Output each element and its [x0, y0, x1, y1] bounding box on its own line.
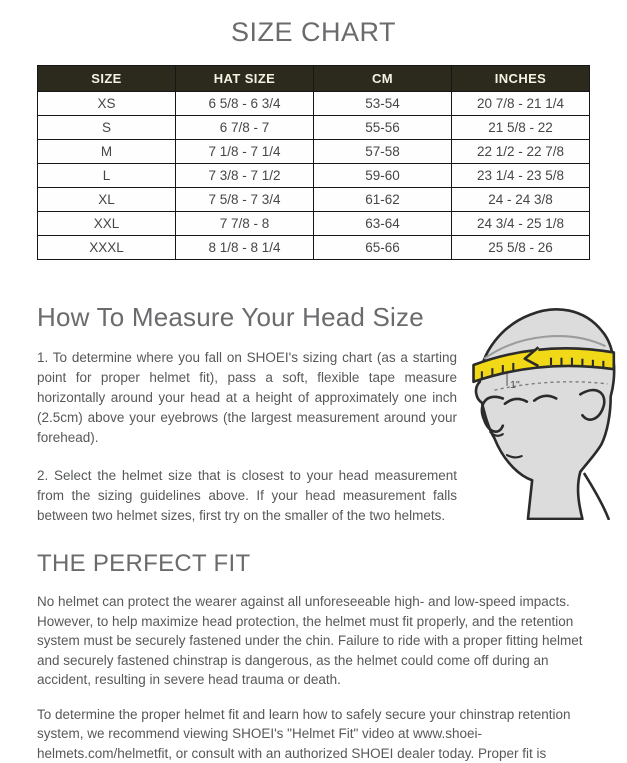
table-body: XS 6 5/8 - 6 3/4 53-54 20 7/8 - 21 1/4 S 6 7/…	[37, 91, 590, 260]
table-cell: 21 5/8 - 22	[451, 115, 590, 140]
table-cell: 23 1/4 - 23 5/8	[451, 163, 590, 188]
table-cell: 7 1/8 - 7 1/4	[175, 139, 314, 164]
column-header: INCHES	[451, 65, 590, 92]
table-cell: 63-64	[313, 211, 452, 236]
how-to-measure-section: How To Measure Your Head Size 1. To dete…	[37, 302, 616, 544]
table-cell: 7 5/8 - 7 3/4	[175, 187, 314, 212]
head-with-tape-measure-icon: 1"	[472, 308, 616, 521]
table-cell: 57-58	[313, 139, 452, 164]
fit-para-2: To determine the proper helmet fit and l…	[37, 706, 571, 761]
table-cell: S	[37, 115, 176, 140]
table-cell: 24 - 24 3/8	[451, 187, 590, 212]
table-cell: 22 1/2 - 22 7/8	[451, 139, 590, 164]
table-cell: M	[37, 139, 176, 164]
table-row: XXXL 8 1/8 - 8 1/4 65-66 25 5/8 - 26	[37, 235, 590, 260]
column-header: CM	[313, 65, 452, 92]
table-cell: 61-62	[313, 187, 452, 212]
measure-step-1: 1. To determine where you fall on SHOEI'…	[37, 350, 457, 445]
table-row: XL 7 5/8 - 7 3/4 61-62 24 - 24 3/8	[37, 187, 590, 212]
measure-step-2: 2. Select the helmet size that is closes…	[37, 468, 457, 523]
table-cell: 6 5/8 - 6 3/4	[175, 91, 314, 116]
table-cell: XXL	[37, 211, 176, 236]
table-cell: 8 1/8 - 8 1/4	[175, 235, 314, 260]
table-cell: XL	[37, 187, 176, 212]
measure-heading: How To Measure Your Head Size	[37, 302, 424, 332]
perfect-fit-heading: THE PERFECT FIT	[37, 550, 251, 577]
table-row: XS 6 5/8 - 6 3/4 53-54 20 7/8 - 21 1/4	[37, 91, 590, 116]
size-chart-table: SIZE HAT SIZE CM INCHES XS 6 5/8 - 6 3/4 53-5…	[37, 65, 590, 260]
table-cell: L	[37, 163, 176, 188]
table-cell: 25 5/8 - 26	[451, 235, 590, 260]
table-row: XXL 7 7/8 - 8 63-64 24 3/4 - 25 1/8	[37, 211, 590, 236]
table-cell: XS	[37, 91, 176, 116]
one-inch-label: 1"	[510, 380, 520, 391]
table-cell: 53-54	[313, 91, 452, 116]
table-header-row: SIZE HAT SIZE CM INCHES	[37, 65, 590, 92]
column-header: HAT SIZE	[175, 65, 314, 92]
table-cell: 7 3/8 - 7 1/2	[175, 163, 314, 188]
head-measurement-illustration: 1"	[467, 298, 627, 544]
table-cell: 6 7/8 - 7	[175, 115, 314, 140]
page-title: SIZE CHART	[230, 17, 397, 47]
table-cell: 65-66	[313, 235, 452, 260]
table-cell: 55-56	[313, 115, 452, 140]
table-cell: XXXL	[37, 235, 176, 260]
column-header: SIZE	[37, 65, 176, 92]
table-cell: 24 3/4 - 25 1/8	[451, 211, 590, 236]
table-cell: 7 7/8 - 8	[175, 211, 314, 236]
table-cell: 59-60	[313, 163, 452, 188]
table-cell: 20 7/8 - 21 1/4	[451, 91, 590, 116]
fit-para-1: No helmet can protect the wearer against…	[37, 594, 583, 687]
